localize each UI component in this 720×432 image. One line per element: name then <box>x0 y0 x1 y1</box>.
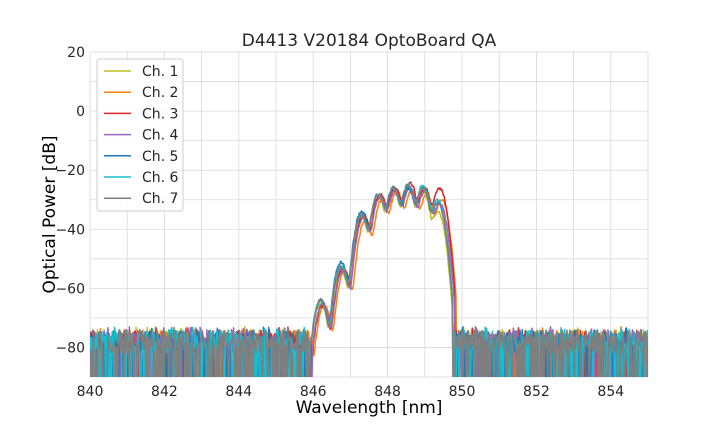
legend: Ch. 1 Ch. 2 Ch. 3 Ch. 4 Ch. 5 Ch. 6 Ch. 7 <box>96 58 184 212</box>
y-tick-label: −40 <box>55 222 85 238</box>
series-line <box>90 183 648 377</box>
y-tick-label: −20 <box>55 163 85 179</box>
x-tick-label: 844 <box>225 384 252 400</box>
legend-label: Ch. 1 <box>142 64 178 80</box>
x-tick-label: 848 <box>374 384 401 400</box>
legend-label: Ch. 7 <box>142 191 178 207</box>
legend-label: Ch. 2 <box>142 85 178 101</box>
legend-box <box>96 58 184 212</box>
x-axis-title: Wavelength [nm] <box>296 398 443 418</box>
x-tick-label: 842 <box>151 384 178 400</box>
legend-label: Ch. 4 <box>142 128 179 144</box>
chart-title: D4413 V20184 OptoBoard QA <box>242 31 497 51</box>
x-tick-label: 850 <box>449 384 476 400</box>
x-tick-label: 852 <box>523 384 550 400</box>
y-tick-label: 0 <box>76 104 85 120</box>
y-tick-label: −60 <box>55 281 85 297</box>
series-layer <box>90 181 648 377</box>
legend-label: Ch. 6 <box>142 170 179 186</box>
x-tick-label: 846 <box>300 384 327 400</box>
y-tick-label: 20 <box>67 45 85 61</box>
legend-label: Ch. 5 <box>142 149 178 165</box>
x-axis: 840 842 844 846 848 850 852 854 <box>77 384 625 400</box>
y-axis: 20 0 −20 −40 −60 −80 <box>55 45 85 356</box>
legend-label: Ch. 3 <box>142 106 178 122</box>
y-tick-label: −80 <box>55 340 85 356</box>
x-tick-label: 854 <box>597 384 624 400</box>
y-axis-title: Optical Power [dB] <box>40 136 60 294</box>
x-tick-label: 840 <box>77 384 104 400</box>
